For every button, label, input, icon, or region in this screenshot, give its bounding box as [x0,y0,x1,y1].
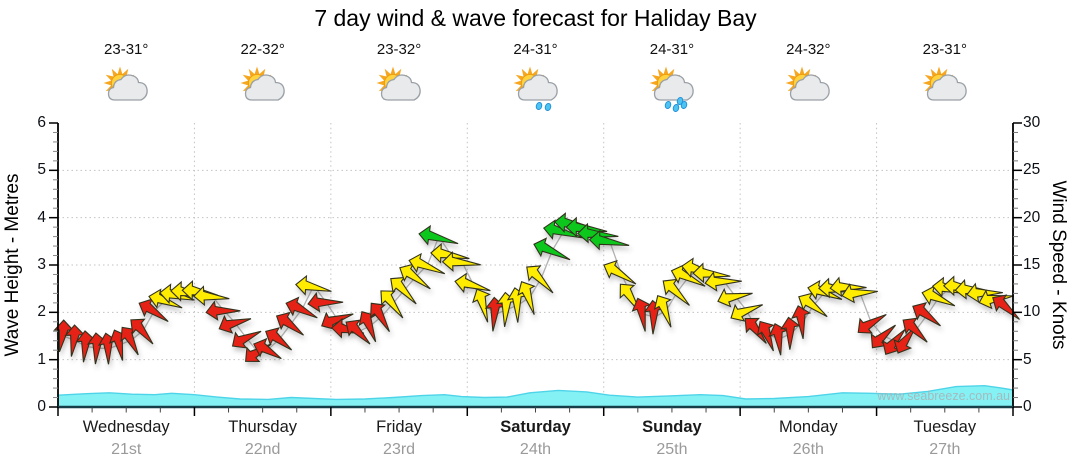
wind-arrow [902,317,928,343]
wind-arrow [253,337,282,360]
wind-arrow [321,311,354,331]
wave-height-line [57,384,1014,401]
wind-arrow [603,259,637,285]
wind-arrow [430,242,470,264]
wind-arrow [120,326,139,356]
wind-arrow [992,294,1020,320]
wind-arrow [841,283,878,304]
wind-arrow [744,317,767,344]
wind-arrow [756,320,775,352]
wind-arrow [454,272,491,294]
wind-arrow [275,311,304,336]
wind-arrow [193,285,230,307]
wind-arrow [526,265,554,294]
wind-arrow [408,252,446,275]
wind-arrow [662,278,690,306]
wind-arrow [798,292,828,318]
wind-arrow [380,290,404,319]
wind-arrow [358,311,377,343]
wind-arrow [533,237,571,261]
wind-arrow [704,271,742,292]
wind-arrow [670,264,706,287]
wind-arrow [496,291,517,327]
chart-title: 7 day wind & wave forecast for Haliday B… [314,5,757,31]
wave-height-area [58,385,1013,407]
wind-arrow [285,296,318,319]
wind-arrow [517,281,536,315]
right-axis-title: Wind Speed - Knots [1048,180,1069,350]
wind-arrow [692,262,731,284]
wind-arrow [870,324,896,349]
wind-arrow [295,274,332,296]
wind-arrow [768,323,789,356]
wind-arrow [921,285,956,307]
wind-arrow [588,229,630,251]
wind-arrow [631,297,652,332]
watermark: www.seabreeze.com.au [877,389,1010,403]
left-axis-title: Wave Height - Metres [2,173,23,357]
wind-arrow [205,300,241,321]
wind-arrow [399,263,431,290]
wind-arrow [717,287,753,308]
wind-arrows [53,212,1020,365]
wind-arrow [881,328,906,356]
wind-arrow [231,330,262,349]
wind-arrow [730,303,763,322]
wind-arrow [780,316,801,350]
wind-arrow [265,327,293,351]
wind-arrow [307,291,344,313]
wind-arrow [893,326,917,354]
wind-arrow [53,319,75,353]
wind-arrow [218,314,252,334]
wind-arrow [138,298,169,322]
wind-arrow [912,302,941,327]
wind-arrow [64,324,86,357]
wind-arrow [857,313,887,334]
wind-arrow [130,318,154,345]
wind-arrow [441,251,481,272]
wind-arrow [472,288,491,323]
wind-arrow [370,302,390,333]
wind-arrow [643,299,665,335]
wind-arrow [390,276,417,305]
wind-arrow [484,296,506,332]
wind-arrow [418,224,459,246]
wind-arrow [653,294,673,328]
wind-arrow [506,287,528,323]
wind-arrow [791,305,812,339]
wind-arrow [345,319,371,345]
